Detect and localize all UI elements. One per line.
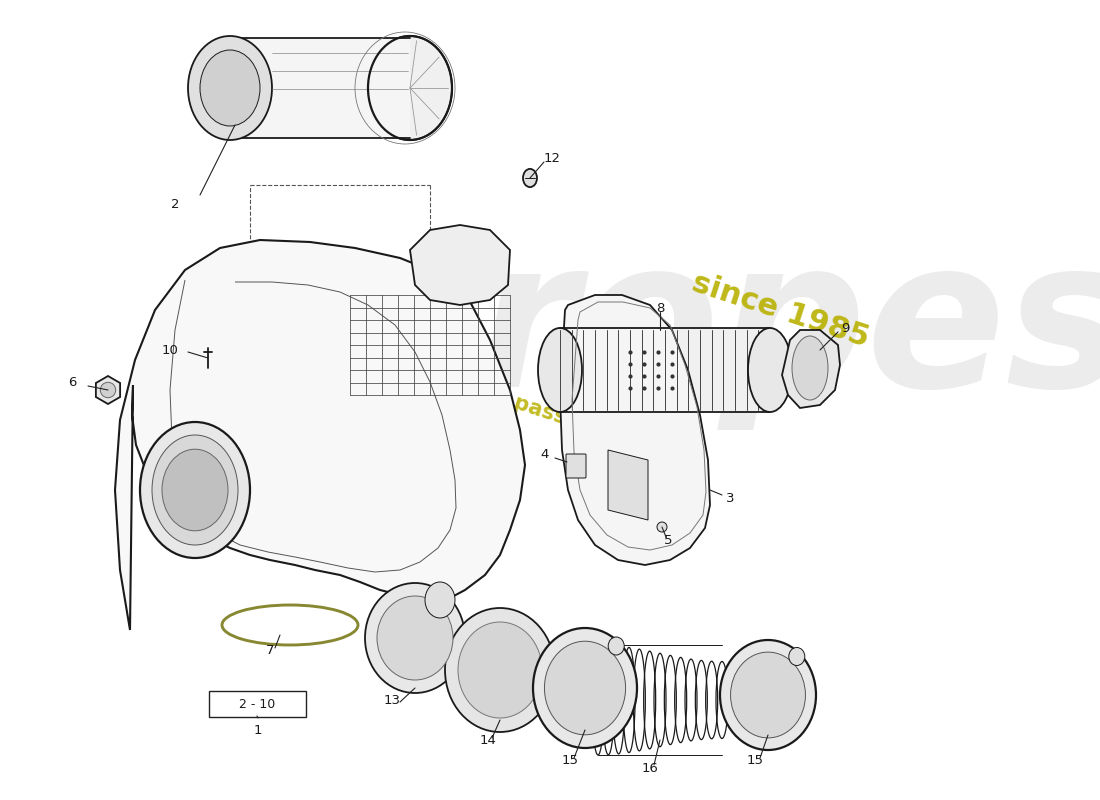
Ellipse shape bbox=[140, 422, 250, 558]
Ellipse shape bbox=[544, 642, 626, 734]
Ellipse shape bbox=[368, 36, 452, 140]
Polygon shape bbox=[410, 225, 510, 305]
Ellipse shape bbox=[657, 522, 667, 532]
Text: 15: 15 bbox=[561, 754, 579, 766]
Text: since 1985: since 1985 bbox=[688, 268, 872, 352]
Text: 4: 4 bbox=[541, 449, 549, 462]
Ellipse shape bbox=[748, 328, 792, 412]
Polygon shape bbox=[96, 376, 120, 404]
Text: 2: 2 bbox=[170, 198, 179, 211]
Text: europes: europes bbox=[191, 230, 1100, 430]
Text: 6: 6 bbox=[68, 377, 76, 390]
Text: 9: 9 bbox=[840, 322, 849, 334]
Polygon shape bbox=[116, 240, 525, 630]
Ellipse shape bbox=[608, 637, 624, 655]
Ellipse shape bbox=[720, 640, 816, 750]
Ellipse shape bbox=[425, 582, 455, 618]
Ellipse shape bbox=[789, 647, 805, 666]
Text: 2 - 10: 2 - 10 bbox=[239, 698, 275, 710]
Ellipse shape bbox=[538, 328, 582, 412]
Ellipse shape bbox=[522, 169, 537, 187]
Ellipse shape bbox=[200, 50, 260, 126]
FancyBboxPatch shape bbox=[209, 691, 306, 717]
Polygon shape bbox=[782, 330, 840, 408]
Text: 12: 12 bbox=[543, 151, 561, 165]
Ellipse shape bbox=[458, 622, 542, 718]
Polygon shape bbox=[560, 295, 710, 565]
Ellipse shape bbox=[188, 36, 272, 140]
Text: 13: 13 bbox=[384, 694, 400, 706]
Polygon shape bbox=[560, 328, 770, 412]
FancyBboxPatch shape bbox=[566, 454, 586, 478]
Polygon shape bbox=[230, 38, 410, 138]
Text: 15: 15 bbox=[747, 754, 763, 766]
Text: 8: 8 bbox=[656, 302, 664, 314]
Ellipse shape bbox=[792, 336, 828, 400]
Text: 16: 16 bbox=[641, 762, 659, 774]
Text: 1: 1 bbox=[254, 723, 262, 737]
Ellipse shape bbox=[377, 596, 453, 680]
Ellipse shape bbox=[100, 382, 116, 398]
Ellipse shape bbox=[365, 583, 465, 693]
Text: 10: 10 bbox=[162, 343, 178, 357]
Polygon shape bbox=[608, 450, 648, 520]
Text: 5: 5 bbox=[663, 534, 672, 546]
Ellipse shape bbox=[730, 652, 805, 738]
Text: 3: 3 bbox=[726, 491, 735, 505]
Text: a passion for parts: a passion for parts bbox=[492, 386, 708, 474]
Text: 7: 7 bbox=[266, 643, 274, 657]
Ellipse shape bbox=[534, 628, 637, 748]
Ellipse shape bbox=[446, 608, 556, 732]
Ellipse shape bbox=[162, 450, 228, 531]
Ellipse shape bbox=[152, 435, 238, 545]
Text: 14: 14 bbox=[480, 734, 496, 746]
